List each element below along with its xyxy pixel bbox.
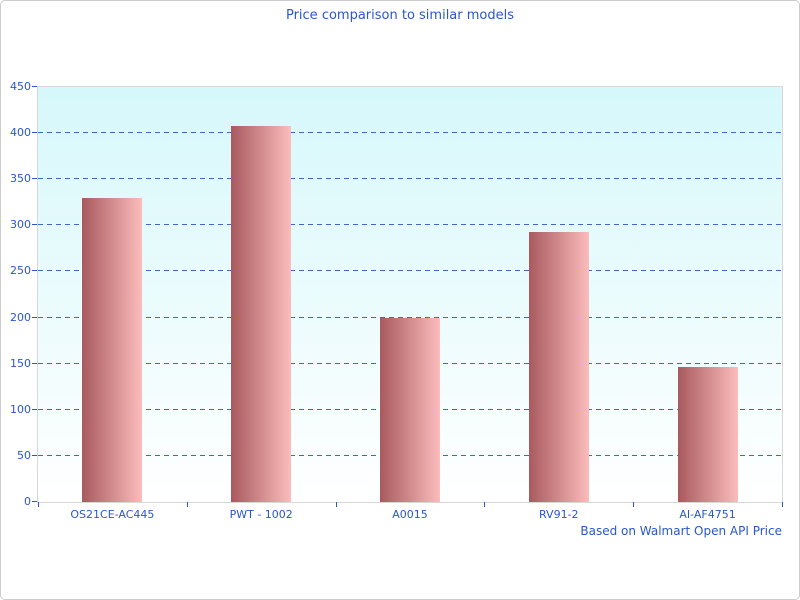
y-axis-label: 300 xyxy=(10,218,31,232)
bar xyxy=(82,197,143,502)
bar xyxy=(231,125,292,502)
y-axis-label: 100 xyxy=(10,402,31,416)
y-axis-label: 50 xyxy=(17,448,31,462)
gridline xyxy=(38,270,782,272)
x-axis-label: PWT - 1002 xyxy=(229,508,293,521)
bar xyxy=(677,367,738,502)
y-axis-label: 350 xyxy=(10,172,31,186)
y-axis-label: 400 xyxy=(10,126,31,140)
plot-area xyxy=(38,87,782,502)
gridline xyxy=(38,316,782,318)
gridline xyxy=(38,178,782,180)
x-axis-tick xyxy=(38,502,39,507)
x-axis-label: AI-AF4751 xyxy=(679,508,736,521)
x-axis-label: RV91-2 xyxy=(539,508,579,521)
y-axis-label: 250 xyxy=(10,264,31,278)
y-axis-label: 200 xyxy=(10,310,31,324)
y-axis-label: 150 xyxy=(10,356,31,370)
bar xyxy=(528,231,589,502)
y-axis-tick xyxy=(32,132,37,134)
chart-footnote: Based on Walmart Open API Price xyxy=(580,524,782,538)
x-axis-tick xyxy=(782,502,783,507)
y-axis-label: 0 xyxy=(24,495,31,508)
gridline xyxy=(38,132,782,134)
x-axis-tick xyxy=(484,502,486,507)
y-axis-tick xyxy=(32,270,37,272)
y-axis-tick xyxy=(32,224,37,226)
y-axis-tick xyxy=(32,316,37,318)
y-axis-label: 450 xyxy=(10,80,31,93)
x-axis-tick xyxy=(335,502,337,507)
x-axis-tick xyxy=(186,502,188,507)
y-axis-tick xyxy=(32,362,37,364)
bar xyxy=(380,317,440,502)
x-axis-label: OS21CE-AC445 xyxy=(70,508,155,521)
chart-title: Price comparison to similar models xyxy=(285,8,515,23)
x-axis-tick xyxy=(633,502,635,507)
gridline xyxy=(38,224,782,226)
y-axis-tick xyxy=(32,408,37,410)
y-axis-tick xyxy=(32,86,37,87)
x-axis-label: A0015 xyxy=(392,508,428,521)
y-axis-tick xyxy=(32,501,37,502)
y-axis-tick xyxy=(32,454,37,456)
y-axis-tick xyxy=(32,178,37,180)
